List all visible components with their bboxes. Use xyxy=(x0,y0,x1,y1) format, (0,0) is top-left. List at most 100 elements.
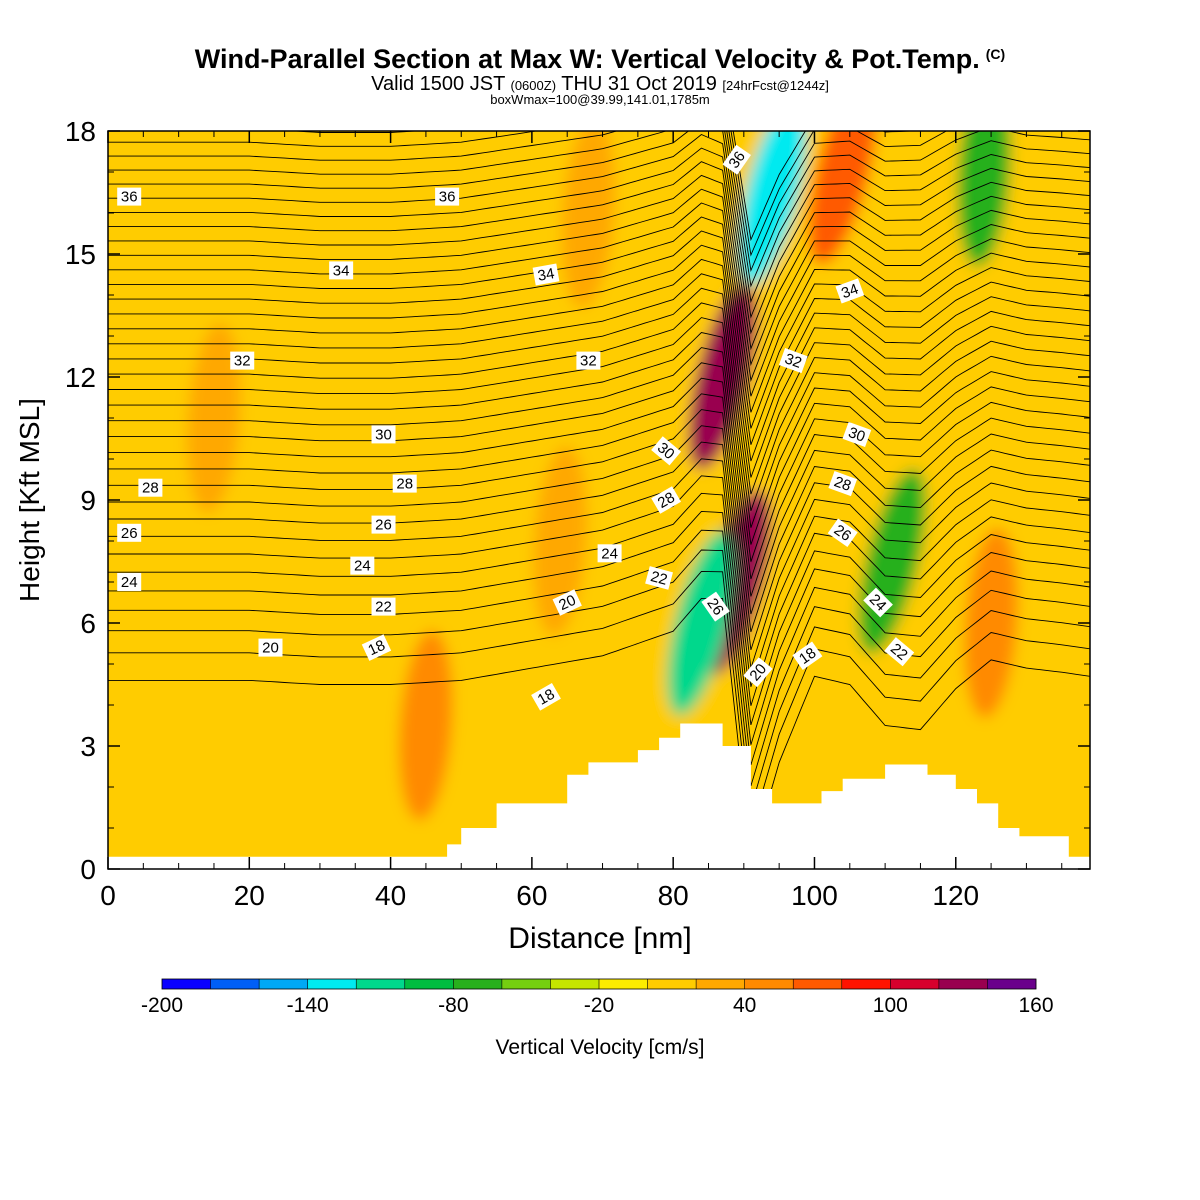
y-tick-label: 15 xyxy=(65,239,96,270)
isentrope-label-text: 18 xyxy=(535,686,558,709)
x-tick-label: 0 xyxy=(100,880,116,911)
isentrope-label: 22 xyxy=(645,566,673,590)
isentrope-label-text: 22 xyxy=(375,599,392,616)
isentrope-label: 18 xyxy=(361,634,392,661)
isentrope-label-text: 26 xyxy=(831,521,854,544)
isentrope-line xyxy=(108,458,1090,706)
colorbar-tick-label: -140 xyxy=(287,994,329,1017)
valid-utc: (0600Z) xyxy=(510,78,557,93)
isentrope-label-text: 26 xyxy=(121,525,138,542)
colorbar-swatch xyxy=(987,979,1037,989)
isentrope-label: 36 xyxy=(435,187,460,206)
isentrope-label: 24 xyxy=(117,573,142,591)
isentrope-line xyxy=(108,147,1090,351)
isentrope-line xyxy=(108,131,1090,288)
colorbar-tick-label: 40 xyxy=(733,994,756,1017)
w-anomaly xyxy=(808,131,877,265)
isentrope-label: 28 xyxy=(828,471,858,497)
isentrope-line xyxy=(108,393,1090,633)
isentrope-line xyxy=(108,258,1090,478)
isentrope-label-text: 28 xyxy=(142,480,159,497)
isentrope-label-text: 20 xyxy=(556,592,578,614)
w-anomaly xyxy=(399,630,453,821)
isentrope-label: 26 xyxy=(117,523,142,542)
colorbar-swatch xyxy=(259,979,308,989)
isentrope-line xyxy=(108,597,1090,861)
isentrope-label: 26 xyxy=(701,591,730,622)
x-tick-label: 80 xyxy=(658,880,689,911)
isentrope-label-bg xyxy=(651,436,682,466)
isentrope-line xyxy=(108,362,1090,597)
colorbar-swatch xyxy=(501,979,551,989)
isentrope-label-text: 18 xyxy=(366,637,388,659)
isentrope-label: 22 xyxy=(884,637,915,667)
isentrope-label: 20 xyxy=(258,638,283,657)
colorbar-swatch xyxy=(744,979,794,989)
isentrope-label-bg xyxy=(842,421,872,447)
isentrope-label: 32 xyxy=(576,351,601,370)
isentrope-label-bg xyxy=(531,683,561,711)
isentrope-label-bg xyxy=(329,261,354,280)
contour-labels: 36 36 36 34 34 34 32 32 32 30 30 30 28 28 28 28 26 26 26 26… xyxy=(117,144,915,711)
isentrope-label: 20 xyxy=(552,589,582,616)
isentrope-line xyxy=(108,230,1090,445)
isentrope-label: 28 xyxy=(138,478,163,497)
isentrope-label-bg xyxy=(392,474,417,493)
isentrope-label: 36 xyxy=(117,187,142,206)
colorbar-swatch xyxy=(793,979,843,989)
isentrope-label: 26 xyxy=(827,518,858,548)
valid-date: THU 31 Oct 2019 xyxy=(561,73,717,95)
isentrope-line xyxy=(108,216,1090,429)
isentrope-line xyxy=(108,188,1090,397)
isentrope-label: 20 xyxy=(743,657,773,688)
isentrope-label-bg xyxy=(258,638,283,657)
colorbar-swatch xyxy=(938,979,988,989)
colorbar-swatch xyxy=(841,979,891,989)
isentrope-label-bg xyxy=(576,351,601,370)
isentrope-line xyxy=(108,161,1090,367)
x-axis-title: Distance [nm] xyxy=(508,922,692,955)
isentrope-label-bg xyxy=(827,518,858,548)
isentrope-line xyxy=(108,244,1090,462)
isentrope-label-bg xyxy=(778,348,808,374)
isentrope-label-text: 22 xyxy=(649,568,670,589)
isentrope-label-bg xyxy=(230,351,255,370)
colorbar-swatch xyxy=(162,979,211,989)
isentrope-label-bg xyxy=(435,187,460,206)
isentrope-label-bg xyxy=(138,478,163,497)
isentrope-label: 34 xyxy=(835,278,865,304)
isentrope-label-bg xyxy=(863,587,893,618)
isentrope-label-bg xyxy=(552,589,582,616)
colorbar-swatch xyxy=(307,979,357,989)
isentrope-line xyxy=(108,131,1090,273)
isentrope-label: 30 xyxy=(842,421,872,447)
chart-title-text: Wind-Parallel Section at Max W: Vertical… xyxy=(194,44,980,74)
isentrope-label: 30 xyxy=(651,436,682,466)
colorbar-tick-label: 160 xyxy=(1018,994,1053,1017)
isentrope-label: 18 xyxy=(792,641,823,671)
isentrope-line xyxy=(108,202,1090,413)
colorbar-swatch xyxy=(599,979,648,989)
isentrope-line xyxy=(108,529,1090,787)
isentrope-label-bg xyxy=(117,573,142,591)
isentrope-label: 30 xyxy=(371,425,396,444)
y-tick-label: 6 xyxy=(80,608,96,639)
isentrope-label-text: 20 xyxy=(262,640,279,657)
valid-time: Valid 1500 JST xyxy=(371,73,505,95)
isentrope-label: 24 xyxy=(863,587,893,618)
isentrope-line xyxy=(108,347,1090,580)
isentrope-label-text: 34 xyxy=(333,262,350,279)
isentrope-label-bg xyxy=(792,641,823,671)
terrain-mask xyxy=(108,723,1090,869)
x-tick-label: 20 xyxy=(234,880,265,911)
x-tick-label: 60 xyxy=(516,880,547,911)
isentrope-label-text: 34 xyxy=(839,281,860,303)
terrain xyxy=(108,723,1090,869)
colorbar-swatch xyxy=(696,979,745,989)
isentrope-label-text: 36 xyxy=(439,189,456,206)
isentrope-line xyxy=(108,409,1090,651)
colorbar-swatch xyxy=(647,979,697,989)
colorbar-tick-label: 100 xyxy=(873,994,908,1017)
isentrope-label-text: 36 xyxy=(121,189,138,206)
